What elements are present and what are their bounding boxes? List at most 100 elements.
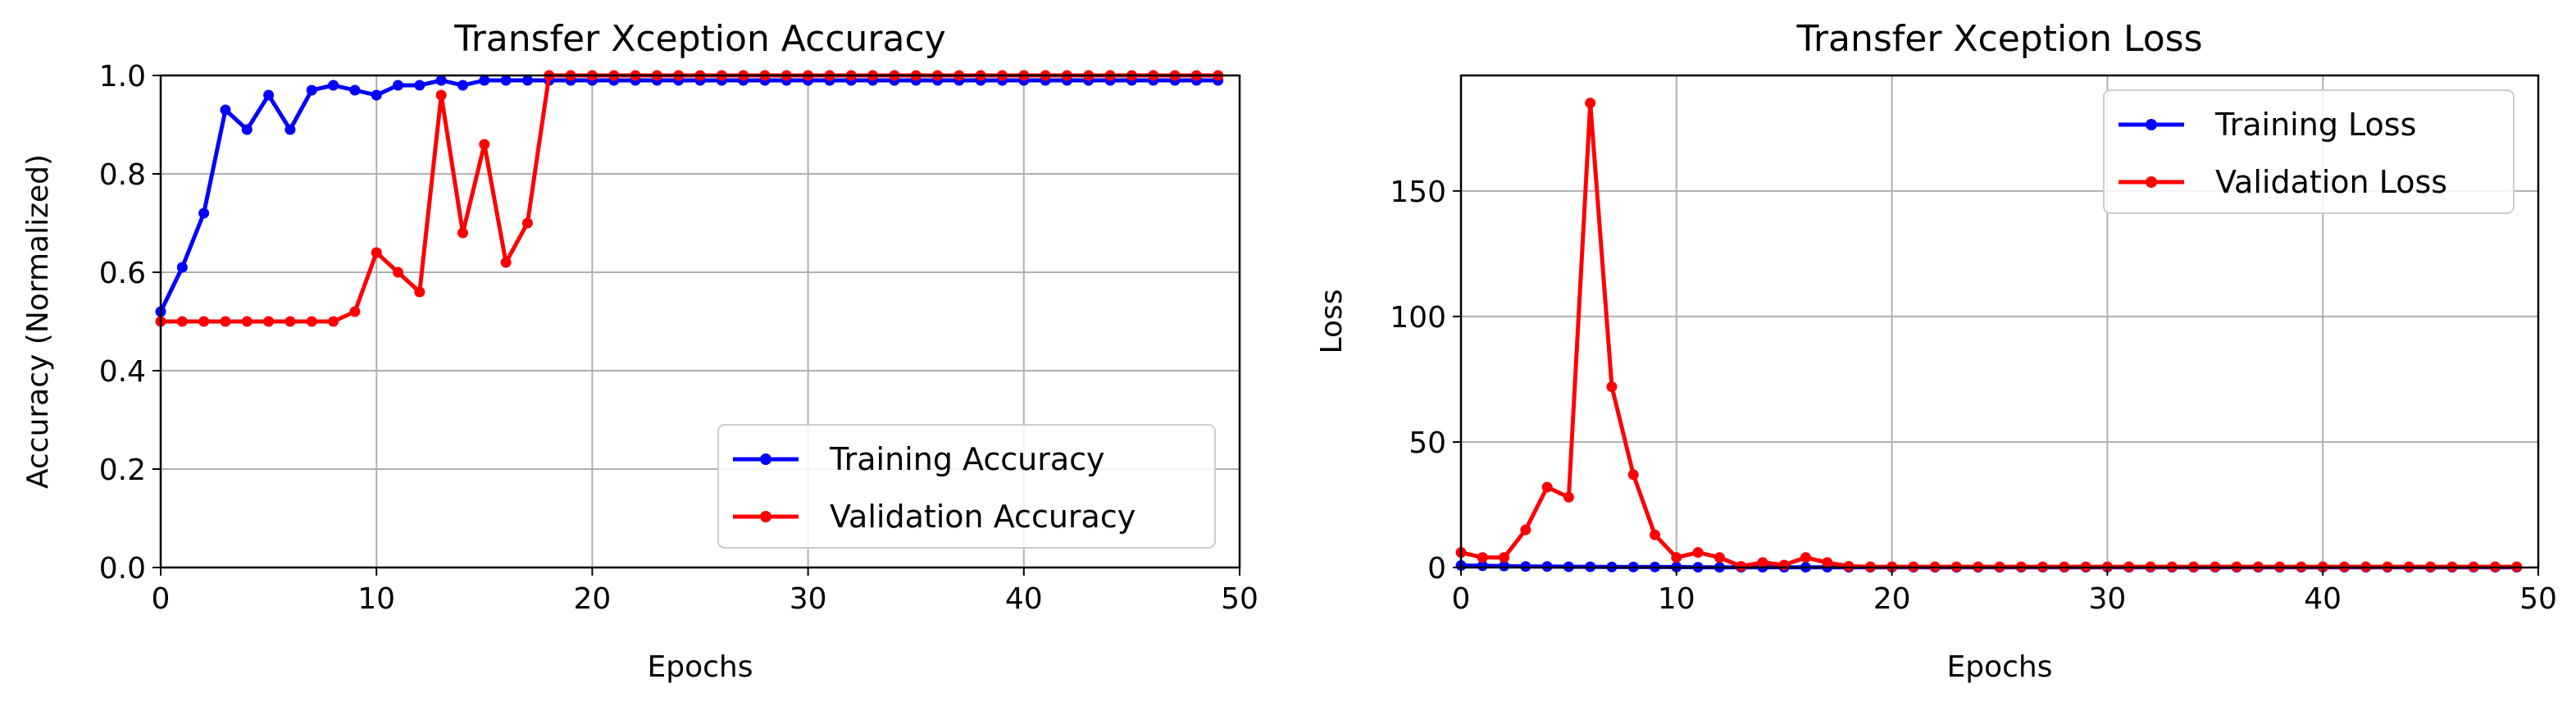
y-tick-label: 0.2 [99, 454, 146, 487]
x-tick-label: 10 [357, 582, 395, 616]
data-point [306, 84, 317, 96]
x-tick-label: 10 [1658, 582, 1695, 616]
data-point [393, 267, 404, 278]
x-axis-label: Epochs [648, 650, 753, 684]
data-point [220, 316, 231, 327]
legend-label: Validation Loss [2215, 164, 2447, 200]
data-point [220, 104, 231, 116]
plot-frame [1459, 74, 2540, 569]
data-point [306, 316, 317, 327]
loss-chart: Transfer Xception Loss Epochs Loss 0 10 20… [1315, 18, 2557, 684]
data-point [176, 316, 188, 327]
data-point [479, 75, 490, 86]
legend: Training Accuracy Validation Accuracy [717, 424, 1216, 549]
ticks: 0 10 20 30 40 50 0 50 100 150 [1390, 176, 2557, 616]
y-tick-label: 0.0 [99, 552, 146, 586]
series-line [161, 73, 1218, 324]
x-tick-label: 50 [2519, 582, 2557, 616]
y-tick-label: 0.8 [99, 158, 146, 192]
y-tick-label: 0.6 [99, 257, 146, 290]
legend-box [2103, 89, 2515, 214]
data-point [1822, 557, 1833, 568]
y-axis-label: Loss [1315, 289, 1349, 354]
legend-item-training: Training Accuracy [733, 441, 1105, 477]
data-point [263, 89, 275, 101]
data-point [198, 207, 210, 219]
x-tick-label: 30 [2088, 582, 2126, 616]
data-point [1499, 560, 1510, 572]
data-point [198, 316, 210, 327]
y-tick-label: 1.0 [99, 60, 146, 93]
x-tick-label: 40 [1005, 582, 1043, 616]
x-tick-label: 0 [1452, 582, 1471, 616]
data-point [1477, 552, 1488, 563]
data-point [349, 306, 361, 317]
data-point [435, 75, 447, 86]
data-point [1563, 491, 1574, 503]
legend-label: Validation Accuracy [830, 499, 1136, 535]
x-tick-label: 0 [152, 582, 171, 616]
data-point [1800, 552, 1811, 563]
data-point [1606, 381, 1618, 393]
chart-title: Transfer Xception Loss [1795, 18, 2202, 60]
data-point [371, 89, 382, 101]
data-point [1499, 552, 1510, 563]
data-point [521, 75, 533, 86]
data-point [371, 247, 382, 258]
series-layer [155, 70, 1224, 327]
data-point [1757, 557, 1768, 568]
x-tick-label: 20 [1873, 582, 1911, 616]
series-training [155, 75, 1224, 317]
data-point [1541, 481, 1553, 493]
plot-frame [159, 74, 1241, 569]
x-tick-label: 20 [573, 582, 611, 616]
y-tick-label: 100 [1390, 301, 1446, 335]
data-point [284, 316, 296, 327]
series-validation [155, 70, 1224, 327]
data-point [241, 316, 253, 327]
data-point [328, 316, 339, 327]
legend-item-validation: Validation Loss [2119, 164, 2447, 200]
accuracy-chart: Transfer Xception Accuracy Epochs Accura… [21, 18, 1258, 684]
chart-title: Transfer Xception Accuracy [453, 18, 945, 60]
legend-item-validation: Validation Accuracy [733, 499, 1136, 535]
legend-label: Training Accuracy [829, 441, 1105, 477]
data-point [1671, 552, 1682, 563]
data-point [457, 80, 468, 91]
data-point [500, 75, 512, 86]
data-point [241, 124, 253, 135]
data-point [1692, 547, 1704, 558]
x-tick-label: 50 [1221, 582, 1258, 616]
x-tick-label: 40 [2304, 582, 2342, 616]
legend-box [717, 424, 1216, 549]
data-point [414, 286, 426, 298]
data-point [1843, 560, 1855, 572]
data-point [457, 227, 468, 239]
data-point [1585, 98, 1596, 109]
data-point [521, 217, 533, 229]
x-axis-label: Epochs [1947, 650, 2053, 684]
data-point [328, 80, 339, 91]
ticks: 0 10 20 30 40 50 0.0 0.2 0.4 0.6 0.8 1.0 [99, 60, 1258, 616]
y-axis-label: Accuracy (Normalized) [21, 154, 55, 489]
y-tick-label: 0 [1427, 552, 1446, 586]
data-point [414, 80, 426, 91]
legend-label: Training Loss [2214, 107, 2416, 143]
data-point [1778, 559, 1790, 571]
data-point [349, 84, 361, 96]
data-point [500, 257, 512, 268]
legend-item-training: Training Loss [2119, 107, 2416, 143]
y-tick-label: 50 [1409, 426, 1446, 460]
series-line [158, 78, 1218, 313]
data-point [1627, 469, 1639, 481]
data-point [435, 89, 447, 101]
y-tick-label: 0.4 [99, 355, 146, 389]
data-point [1736, 560, 1747, 572]
legend: Training Loss Validation Loss [2103, 89, 2515, 214]
data-point [1714, 552, 1725, 563]
x-tick-label: 30 [790, 582, 827, 616]
data-point [393, 80, 404, 91]
data-point [284, 124, 296, 135]
data-point [1650, 529, 1661, 540]
